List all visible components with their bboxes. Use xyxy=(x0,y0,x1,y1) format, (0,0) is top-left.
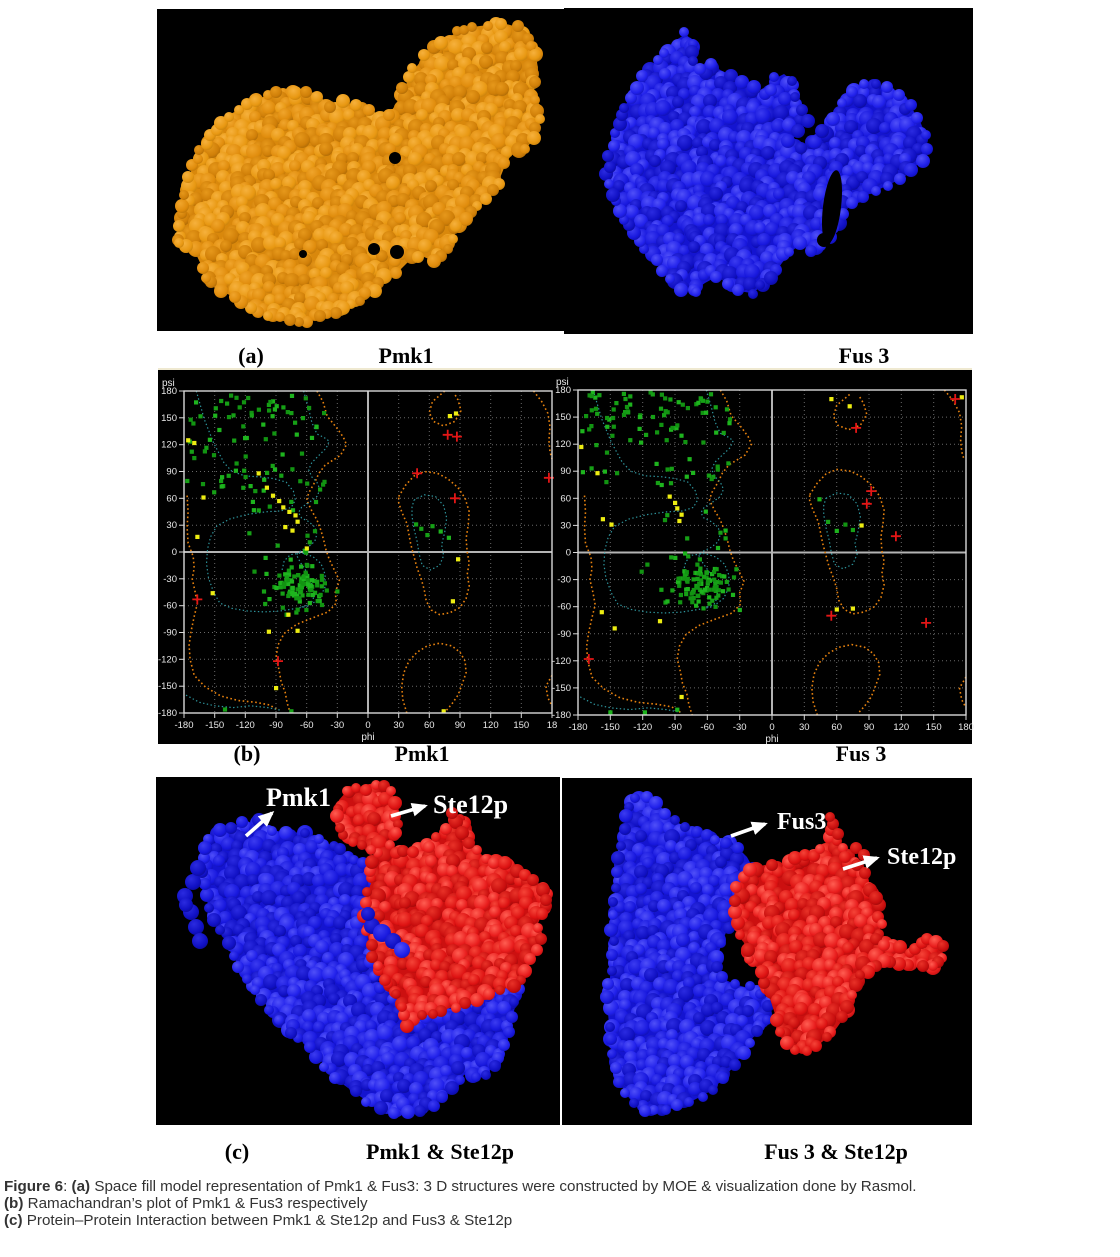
svg-text:-90: -90 xyxy=(163,628,177,639)
svg-text:90: 90 xyxy=(455,720,466,731)
svg-text:90: 90 xyxy=(864,722,875,733)
svg-text:Ste12p: Ste12p xyxy=(433,790,508,819)
svg-text:-30: -30 xyxy=(733,722,747,733)
svg-text:30: 30 xyxy=(799,722,810,733)
svg-text:-60: -60 xyxy=(163,601,177,612)
svg-text:0: 0 xyxy=(365,720,370,731)
svg-text:-120: -120 xyxy=(236,720,255,731)
svg-text:90: 90 xyxy=(560,466,571,477)
svg-text:-60: -60 xyxy=(557,602,571,613)
svg-text:-120: -120 xyxy=(158,654,177,665)
svg-text:-150: -150 xyxy=(552,683,571,694)
svg-text:-150: -150 xyxy=(158,681,177,692)
svg-text:(b) Ramachandran’s plot of Pmk: (b) Ramachandran’s plot of Pmk1 & Fus3 r… xyxy=(4,1195,368,1212)
svg-text:0: 0 xyxy=(769,722,774,733)
svg-text:-60: -60 xyxy=(300,720,314,731)
svg-text:psi: psi xyxy=(556,377,569,388)
svg-text:-30: -30 xyxy=(330,720,344,731)
svg-text:Fus 3: Fus 3 xyxy=(836,741,887,766)
svg-text:-180: -180 xyxy=(552,710,571,721)
svg-text:Pmk1: Pmk1 xyxy=(379,343,434,368)
svg-text:-60: -60 xyxy=(700,722,714,733)
svg-text:0: 0 xyxy=(172,547,177,558)
svg-text:30: 30 xyxy=(166,520,177,531)
svg-text:18: 18 xyxy=(547,720,558,731)
svg-text:phi: phi xyxy=(765,734,778,745)
svg-text:(a): (a) xyxy=(238,343,264,368)
svg-text:psi: psi xyxy=(162,378,175,389)
svg-text:30: 30 xyxy=(393,720,404,731)
svg-text:-90: -90 xyxy=(269,720,283,731)
svg-text:60: 60 xyxy=(831,722,842,733)
svg-text:-150: -150 xyxy=(205,720,224,731)
svg-text:180: 180 xyxy=(958,722,974,733)
svg-text:120: 120 xyxy=(555,439,571,450)
svg-text:120: 120 xyxy=(483,720,499,731)
svg-text:180: 180 xyxy=(161,386,177,397)
svg-text:-180: -180 xyxy=(158,708,177,719)
svg-text:phi: phi xyxy=(361,732,374,743)
svg-text:-30: -30 xyxy=(557,575,571,586)
svg-text:30: 30 xyxy=(560,520,571,531)
svg-text:120: 120 xyxy=(161,440,177,451)
svg-text:150: 150 xyxy=(926,722,942,733)
svg-text:150: 150 xyxy=(161,413,177,424)
svg-text:(c) Protein–Protein Interactio: (c) Protein–Protein Interaction between … xyxy=(4,1212,512,1229)
svg-text:120: 120 xyxy=(893,722,909,733)
svg-text:-150: -150 xyxy=(601,722,620,733)
svg-text:-90: -90 xyxy=(557,629,571,640)
svg-text:0: 0 xyxy=(566,548,571,559)
svg-text:180: 180 xyxy=(555,385,571,396)
svg-text:(b): (b) xyxy=(234,741,261,766)
svg-text:Figure 6: (a) Space fill model: Figure 6: (a) Space fill model represent… xyxy=(4,1178,917,1195)
svg-text:Pmk1: Pmk1 xyxy=(266,783,331,812)
svg-text:-90: -90 xyxy=(668,722,682,733)
svg-text:-180: -180 xyxy=(568,722,587,733)
svg-text:-180: -180 xyxy=(174,720,193,731)
svg-text:Pmk1 & Ste12p: Pmk1 & Ste12p xyxy=(366,1139,514,1164)
svg-text:Fus 3: Fus 3 xyxy=(839,343,890,368)
svg-text:Ste12p: Ste12p xyxy=(887,844,956,870)
svg-text:(c): (c) xyxy=(225,1139,249,1164)
svg-text:150: 150 xyxy=(555,412,571,423)
svg-text:90: 90 xyxy=(166,467,177,478)
svg-text:150: 150 xyxy=(513,720,529,731)
svg-text:Pmk1: Pmk1 xyxy=(395,741,450,766)
svg-text:-120: -120 xyxy=(552,656,571,667)
svg-text:-120: -120 xyxy=(633,722,652,733)
svg-text:60: 60 xyxy=(424,720,435,731)
svg-text:60: 60 xyxy=(166,493,177,504)
svg-text:-30: -30 xyxy=(163,574,177,585)
svg-text:60: 60 xyxy=(560,493,571,504)
svg-text:Fus 3 & Ste12p: Fus 3 & Ste12p xyxy=(764,1139,908,1164)
svg-text:Fus3: Fus3 xyxy=(777,809,826,835)
